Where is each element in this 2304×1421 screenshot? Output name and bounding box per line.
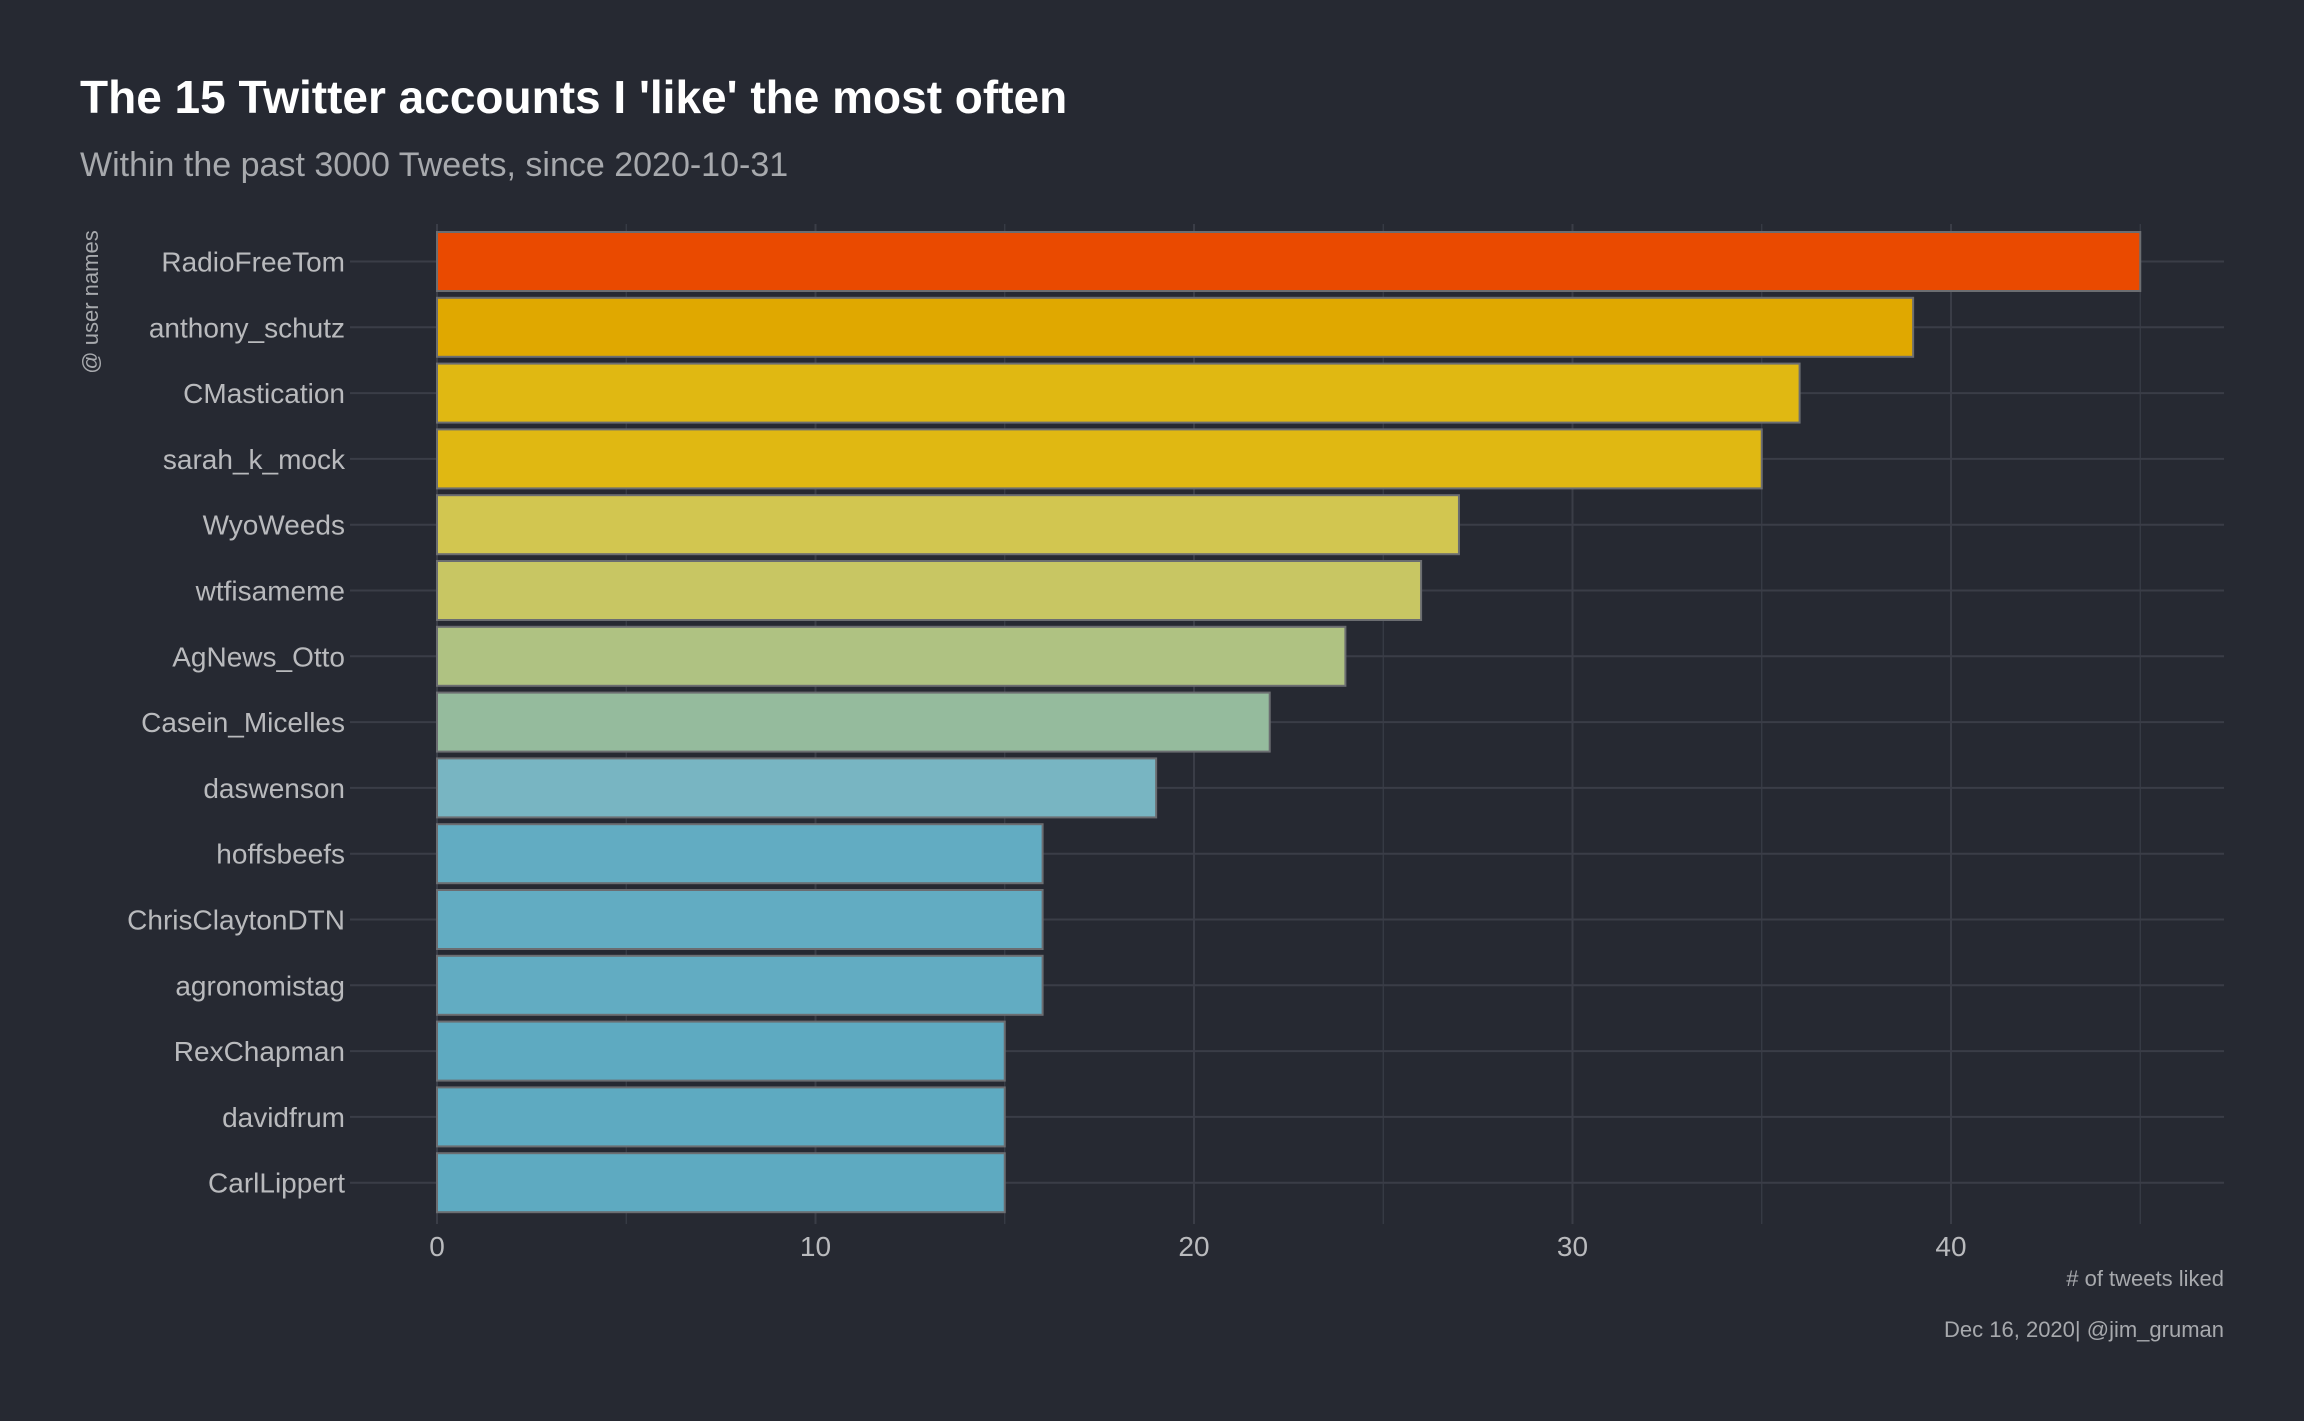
bar-davidfrum bbox=[436, 1086, 1006, 1148]
y-tick-label: sarah_k_mock bbox=[163, 444, 346, 475]
y-tick-label: davidfrum bbox=[222, 1102, 345, 1133]
y-tick-label: AgNews_Otto bbox=[172, 641, 345, 672]
bar-agronomistag bbox=[436, 954, 1044, 1016]
chart-title: The 15 Twitter accounts I 'like' the mos… bbox=[80, 71, 1068, 123]
x-tick-label: 0 bbox=[429, 1231, 445, 1262]
y-tick-label: CarlLippert bbox=[208, 1168, 345, 1199]
y-tick-label: wtfisameme bbox=[195, 576, 345, 607]
bar-daswenson bbox=[436, 757, 1158, 819]
bar-RadioFreeTom bbox=[436, 231, 2142, 292]
y-tick-label: agronomistag bbox=[175, 970, 345, 1001]
x-tick-label: 40 bbox=[1935, 1231, 1966, 1262]
x-tick-label: 20 bbox=[1178, 1231, 1209, 1262]
y-tick-label: CMastication bbox=[183, 378, 345, 409]
y-axis-title: @ user names bbox=[78, 230, 103, 373]
y-tick-label: ChrisClaytonDTN bbox=[127, 905, 345, 936]
chart-subtitle: Within the past 3000 Tweets, since 2020-… bbox=[80, 146, 789, 184]
y-tick-labels: RadioFreeTom anthony_schutz CMastication sa… bbox=[127, 247, 346, 1199]
bar-AgNews_Otto bbox=[436, 625, 1347, 687]
bar-sarah_k_mock bbox=[436, 428, 1763, 490]
bar-ChrisClaytonDTN bbox=[436, 889, 1044, 950]
bar-hoffsbeefs bbox=[436, 823, 1044, 885]
bar-RexChapman bbox=[436, 1020, 1006, 1082]
x-tick-label: 10 bbox=[800, 1231, 831, 1262]
y-tick-label: RadioFreeTom bbox=[161, 247, 345, 278]
y-tick-label: RexChapman bbox=[174, 1036, 345, 1067]
x-tick-labels: 0 10 20 30 40 bbox=[429, 1231, 1966, 1262]
y-tick-label: Casein_Micelles bbox=[141, 707, 345, 738]
bar-Casein_Micelles bbox=[436, 691, 1271, 753]
bar-WyoWeeds bbox=[436, 494, 1460, 556]
bars bbox=[436, 231, 2142, 1214]
x-axis-title: # of tweets liked bbox=[2066, 1266, 2224, 1291]
y-tick-label: anthony_schutz bbox=[149, 312, 345, 343]
y-tick-label: daswenson bbox=[203, 773, 345, 804]
y-tick-label: hoffsbeefs bbox=[216, 839, 345, 870]
caption: Dec 16, 2020| @jim_gruman bbox=[1944, 1317, 2224, 1342]
y-tick-label: WyoWeeds bbox=[203, 510, 345, 541]
bar-wtfisameme bbox=[436, 560, 1423, 621]
x-tick-label: 30 bbox=[1557, 1231, 1588, 1262]
bar-anthony_schutz bbox=[436, 296, 1915, 358]
bar-CarlLippert bbox=[436, 1152, 1006, 1214]
bar-CMastication bbox=[436, 362, 1801, 424]
